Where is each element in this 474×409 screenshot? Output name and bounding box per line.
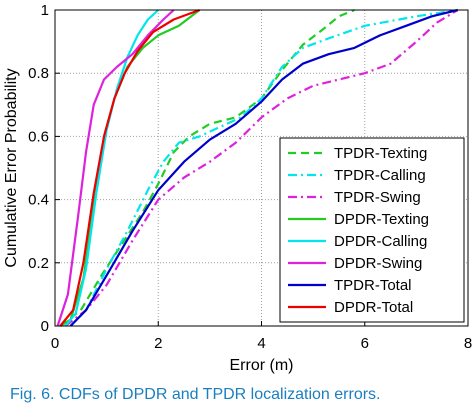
x-tick-label: 6 — [361, 335, 369, 352]
series-line-tpdr-total — [69, 8, 458, 327]
legend-entry-label: TPDR-Total — [334, 277, 412, 294]
legend-entry-label: DPDR-Total — [334, 299, 413, 316]
legend-entry-label: TPDR-Calling — [334, 167, 426, 184]
legend-entry-label: DPDR-Swing — [334, 255, 422, 272]
series-layer — [56, 8, 459, 327]
figure-caption: Fig. 6. CDFs of DPDR and TPDR localizati… — [10, 386, 381, 404]
legend-entry-label: DPDR-Calling — [334, 233, 427, 250]
y-tick-label: 0.4 — [28, 192, 49, 209]
series-line-dpdr-swing — [56, 9, 175, 327]
figure-caption-label: Fig. 6. — [10, 386, 55, 403]
x-axis-label: Error (m) — [230, 357, 294, 374]
y-tick-label: 0.2 — [28, 255, 49, 272]
series-line-tpdr-calling — [69, 8, 458, 327]
legend-entry-label: DPDR-Texting — [334, 211, 429, 228]
figure-caption-text: CDFs of DPDR and TPDR localization error… — [58, 386, 381, 403]
y-axis-label: Cumulative Error Probability — [3, 68, 20, 267]
legend-entry-label: TPDR-Texting — [334, 145, 427, 162]
cdf-chart: 0 2 4 6 8 0 0.2 0.4 0.6 0.8 1 Error (m) Cumulative… — [3, 2, 472, 374]
x-tick-label: 8 — [464, 335, 472, 352]
legend-box — [279, 137, 465, 323]
legend-entry-label: TPDR-Swing — [334, 189, 421, 206]
y-tick-label: 0 — [41, 318, 49, 335]
series-line-tpdr-swing — [64, 9, 459, 327]
series-line-dpdr-total — [59, 8, 200, 327]
y-tick-label: 0.8 — [28, 65, 49, 82]
x-tick-label: 0 — [51, 335, 59, 352]
x-tick-label: 2 — [154, 335, 162, 352]
x-tick-label: 4 — [257, 335, 265, 352]
tick-layer: 0 2 4 6 8 0 0.2 0.4 0.6 0.8 1 — [28, 2, 472, 352]
y-tick-label: 0.6 — [28, 128, 49, 145]
y-tick-label: 1 — [41, 2, 49, 19]
legend: TPDR-Texting TPDR-Calling TPDR-Swing DPDR-T… — [279, 137, 465, 323]
